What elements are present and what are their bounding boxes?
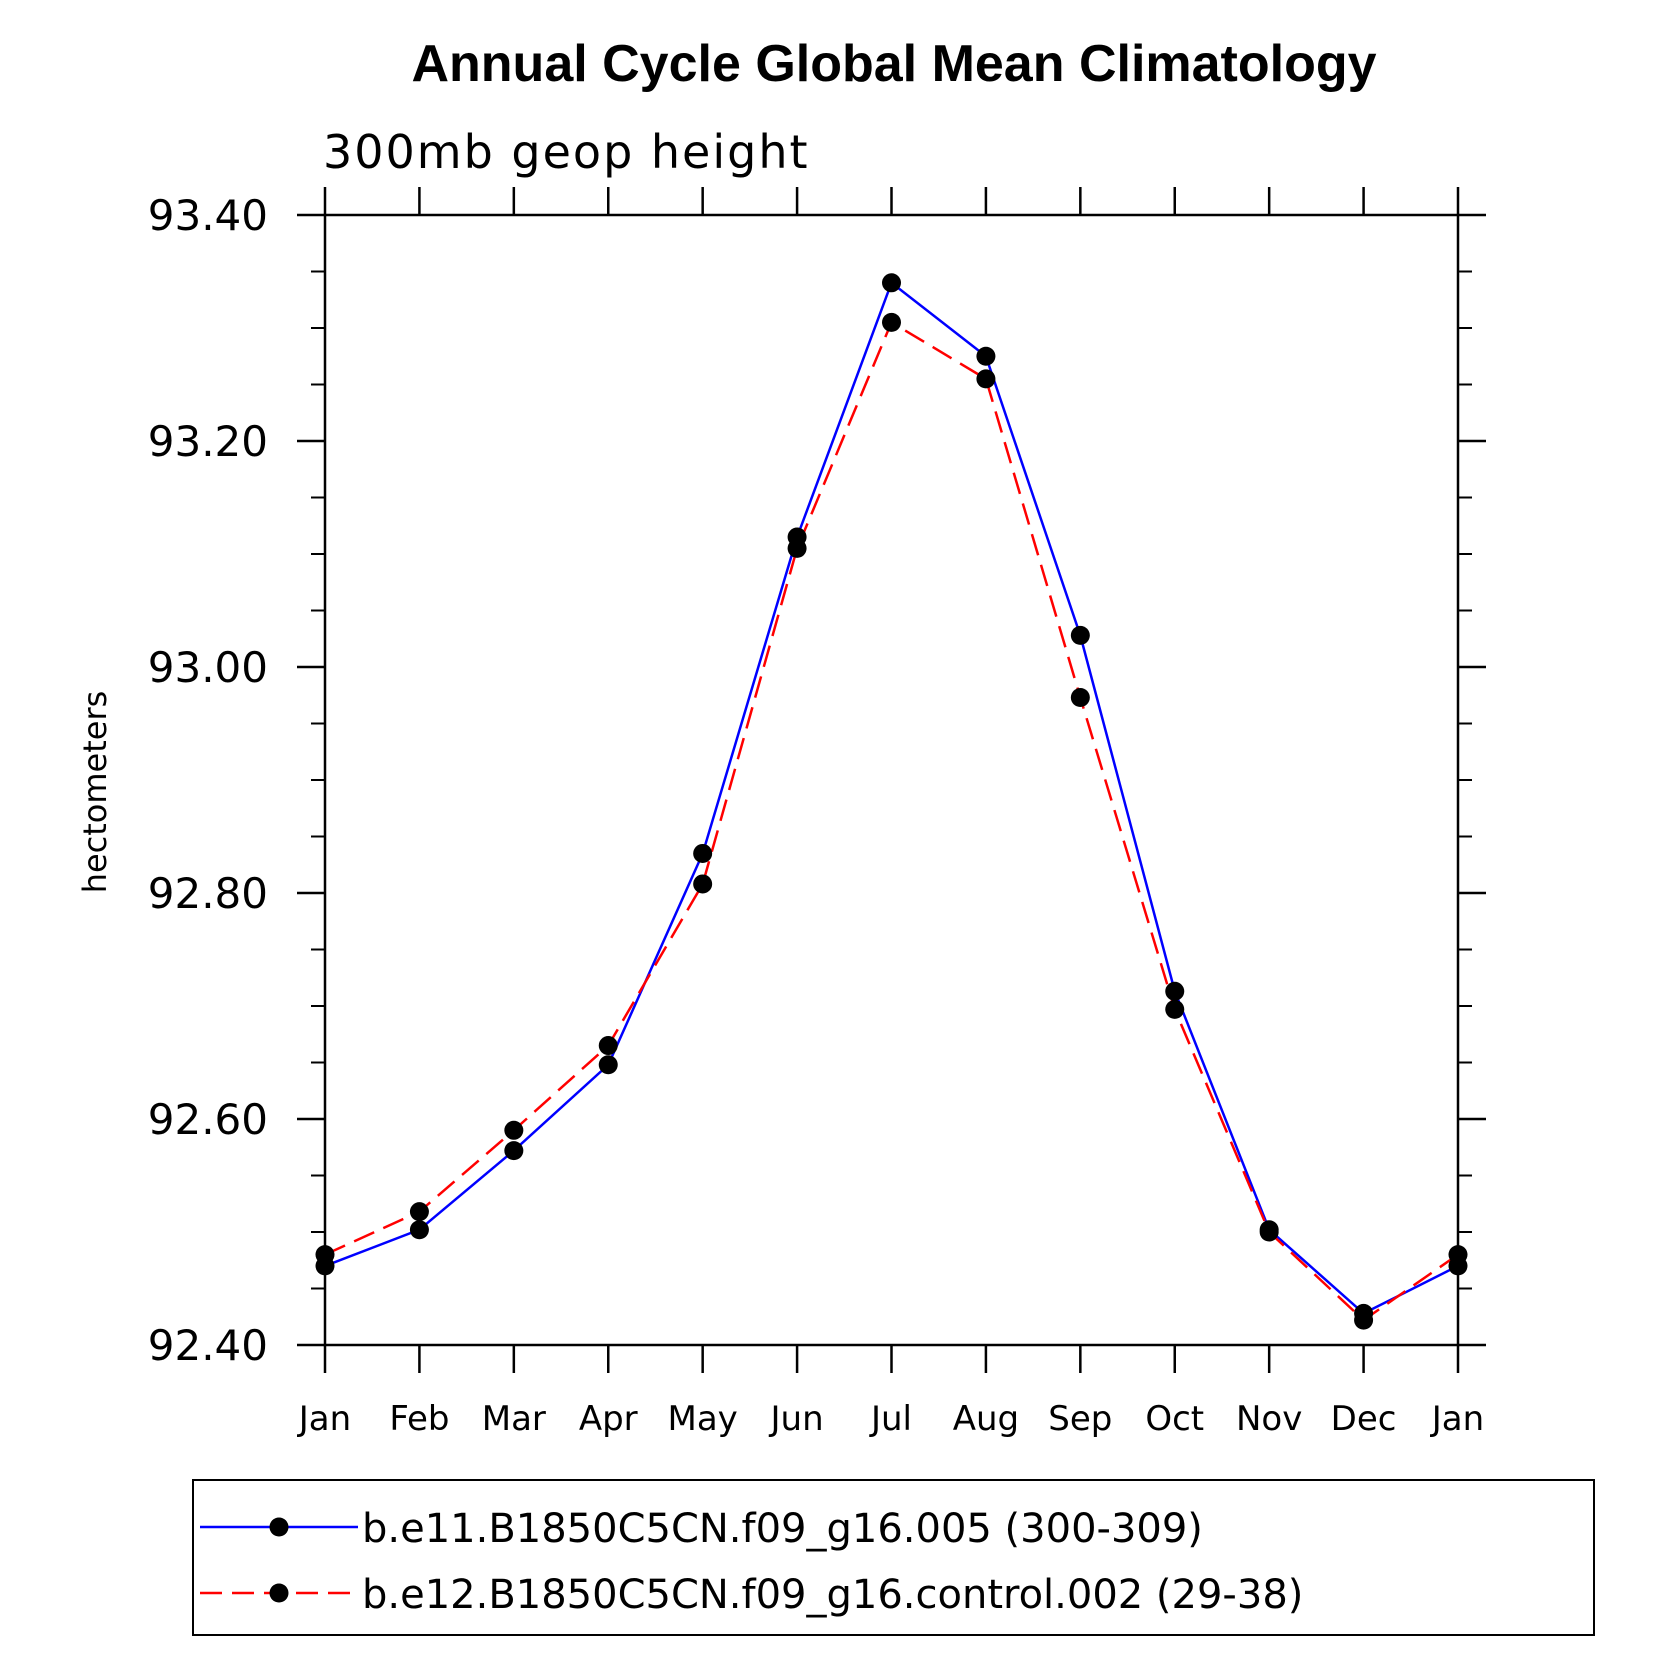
legend-marker-1 <box>269 1517 289 1537</box>
series-2-point <box>504 1120 524 1140</box>
series-1-point <box>409 1220 429 1240</box>
series-1-point <box>693 843 713 863</box>
legend-box <box>192 1479 1595 1636</box>
series-1-point <box>1070 625 1090 645</box>
series-2-point <box>1354 1310 1374 1330</box>
legend-label-2: b.e12.B1850C5CN.f09_g16.control.002 (29-… <box>362 1572 1303 1618</box>
plot-frame <box>323 213 1460 1347</box>
x-tick-label: Oct <box>1145 1399 1204 1439</box>
legend: b.e11.B1850C5CN.f09_g16.005 (300-309) b.e… <box>192 1479 1595 1636</box>
x-tick-label: Mar <box>482 1399 546 1439</box>
y-tick-label: 92.40 <box>148 1321 268 1370</box>
y-tick-label: 92.80 <box>148 869 268 918</box>
x-tick-label: Jan <box>1430 1399 1484 1439</box>
series-2-point <box>882 312 901 332</box>
series-1-point <box>976 346 996 366</box>
chart-title: Annual Cycle Global Mean Climatology <box>411 35 1376 93</box>
plot-area: 92.40 92.60 92.80 93.00 93.20 93.40 Jan Feb Mar A… <box>148 187 1486 1439</box>
series-2-point <box>409 1202 429 1222</box>
series-2-point <box>693 874 713 894</box>
y-tick-label: 93.00 <box>148 643 268 692</box>
series-1-point <box>598 1055 618 1075</box>
series-line-1 <box>324 280 1459 1315</box>
series-1-point <box>504 1141 524 1161</box>
series-2-point <box>1448 1245 1468 1265</box>
y-tick-label: 93.20 <box>148 417 268 466</box>
series-1-point <box>882 273 901 293</box>
series-1-point <box>1165 981 1185 1001</box>
x-tick-label: Nov <box>1236 1399 1302 1439</box>
series-2-point <box>787 538 807 558</box>
y-axis-label: hectometers <box>76 691 114 894</box>
x-tick-label: Apr <box>579 1399 638 1439</box>
series-2-point <box>1259 1222 1279 1242</box>
series-line-2 <box>324 320 1459 1322</box>
x-tick-label: May <box>668 1399 738 1439</box>
series-2-point <box>976 369 996 389</box>
series-2-point <box>598 1036 618 1056</box>
series-2-point <box>1165 999 1185 1019</box>
x-tick-label: Sep <box>1048 1399 1112 1439</box>
legend-label-1: b.e11.B1850C5CN.f09_g16.005 (300-309) <box>362 1506 1203 1552</box>
x-tick-label: Feb <box>389 1399 449 1439</box>
series-2-point <box>1070 688 1090 708</box>
x-tick-label: Aug <box>953 1399 1019 1439</box>
series-2-point <box>315 1245 335 1265</box>
x-tick-label: Jan <box>297 1399 351 1439</box>
y-tick-label: 92.60 <box>148 1095 268 1144</box>
x-tick-label: Jul <box>869 1399 912 1439</box>
legend-marker-2 <box>269 1583 289 1603</box>
chart-subtitle: 300mb geop height <box>323 125 810 179</box>
x-tick-label: Jun <box>769 1399 824 1439</box>
y-tick-label: 93.40 <box>148 191 268 240</box>
x-tick-label: Dec <box>1331 1399 1397 1439</box>
